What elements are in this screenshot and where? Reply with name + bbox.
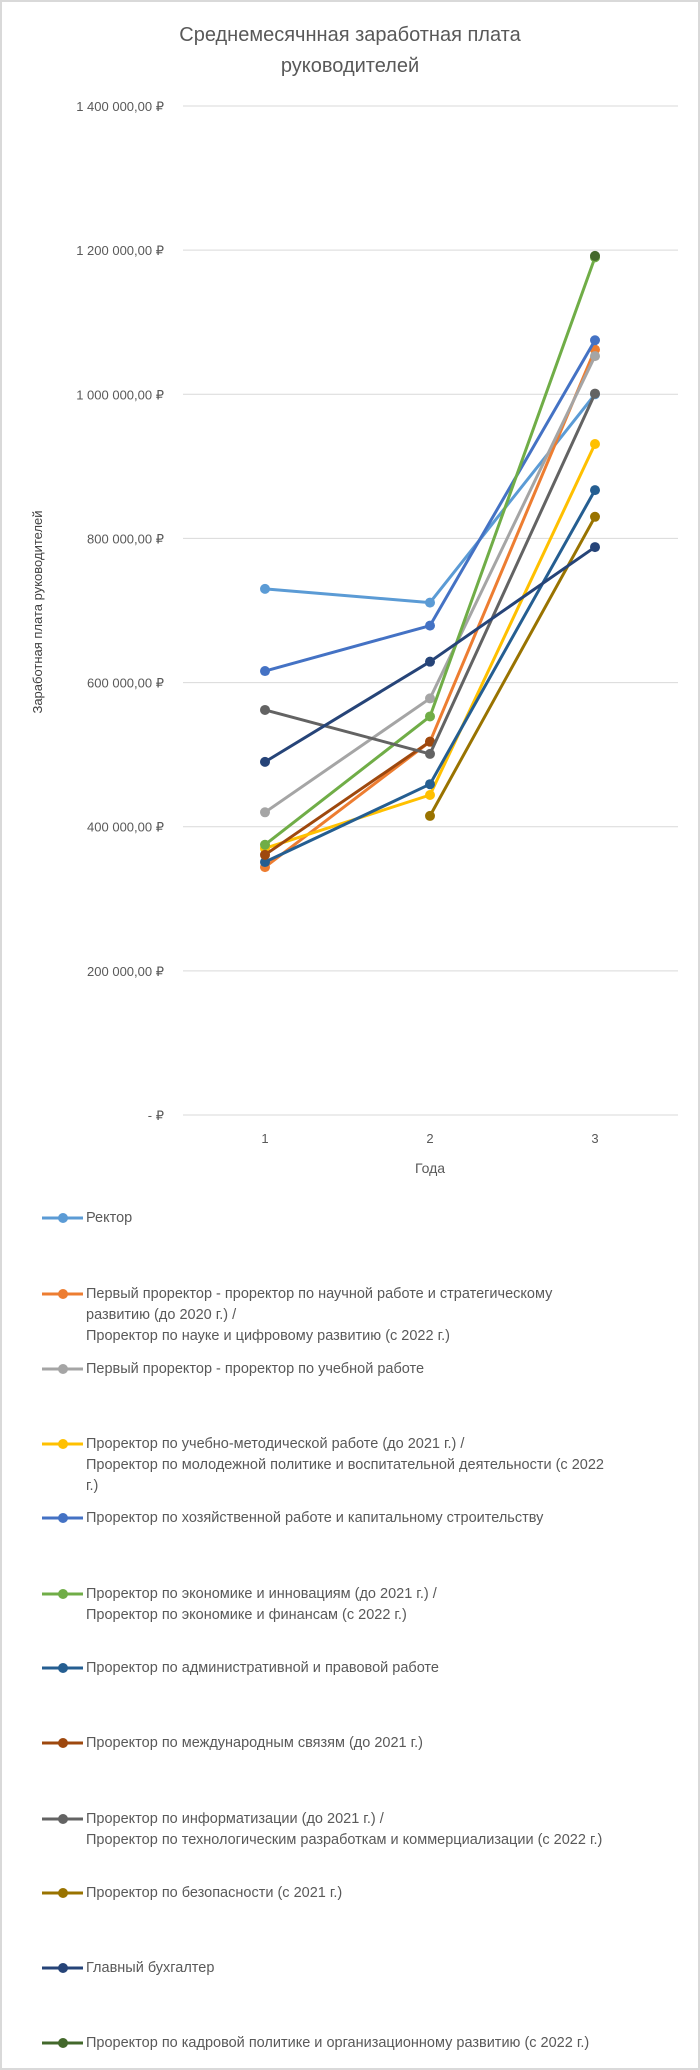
data-point bbox=[590, 511, 600, 522]
series-line-segment bbox=[263, 740, 432, 869]
data-point bbox=[590, 335, 600, 346]
series-8 bbox=[260, 736, 435, 860]
y-axis-ticks: - ₽ 200 000,00 ₽ 400 000,00 ₽ 600 000,00 ₽ 8… bbox=[76, 99, 164, 1123]
legend-marker-icon bbox=[42, 2038, 83, 2048]
data-point bbox=[260, 704, 270, 715]
x-tick-label: 2 bbox=[426, 1131, 433, 1146]
data-point bbox=[590, 351, 600, 362]
legend-marker-icon bbox=[42, 1738, 83, 1748]
data-point bbox=[425, 790, 435, 801]
series-line-segment bbox=[263, 740, 432, 857]
data-point bbox=[260, 849, 270, 860]
x-tick-label: 3 bbox=[591, 1131, 598, 1146]
data-point bbox=[260, 756, 270, 767]
series-group bbox=[260, 250, 600, 873]
data-point bbox=[425, 736, 435, 747]
data-point bbox=[425, 693, 435, 704]
legend-label: Проректор по кадровой политике и организ… bbox=[86, 2035, 590, 2051]
series-line-segment bbox=[263, 714, 432, 847]
legend-marker-icon bbox=[42, 1663, 83, 1673]
series-4 bbox=[260, 439, 600, 854]
legend-label: Ректор bbox=[86, 1210, 133, 1226]
series-line-segment bbox=[428, 255, 597, 718]
y-tick-label: 1 200 000,00 ₽ bbox=[76, 243, 164, 258]
legend-label: Проректор по административной и правовой… bbox=[86, 1660, 439, 1676]
legend-marker-icon bbox=[42, 1513, 83, 1523]
y-tick-label: - ₽ bbox=[148, 1108, 164, 1123]
series-line-segment bbox=[263, 660, 432, 764]
series-7 bbox=[260, 485, 600, 868]
series-line-segment bbox=[428, 392, 597, 605]
legend-label: Проректор по хозяйственной работе и капи… bbox=[86, 1510, 544, 1526]
legend-label: Проректор по экономике и инновациям (до … bbox=[86, 1586, 437, 1623]
series-11 bbox=[260, 542, 600, 767]
data-point bbox=[590, 542, 600, 553]
chart-title-line-2: руководителей bbox=[281, 55, 419, 77]
legend-label: Проректор по безопасности (с 2021 г.) bbox=[86, 1885, 343, 1901]
legend-label: Первый проректор - проректор по учебной … bbox=[86, 1361, 425, 1377]
data-point bbox=[425, 711, 435, 722]
y-tick-label: 600 000,00 ₽ bbox=[87, 676, 164, 691]
legend-label: Главный бухгалтер bbox=[86, 1960, 215, 1976]
x-axis-ticks: 1 2 3 bbox=[261, 1131, 598, 1146]
series-line-segment bbox=[263, 782, 432, 864]
legend-marker-icon bbox=[42, 1888, 83, 1898]
legend-marker-icon bbox=[42, 1963, 83, 1973]
data-point bbox=[590, 485, 600, 496]
legend-marker-icon bbox=[42, 1289, 83, 1299]
data-point bbox=[260, 857, 270, 868]
series-line-segment bbox=[263, 587, 432, 605]
legend-marker-icon bbox=[42, 1213, 83, 1223]
legend-marker-icon bbox=[42, 1589, 83, 1599]
data-point bbox=[425, 656, 435, 667]
series-1 bbox=[260, 389, 600, 608]
data-point bbox=[260, 583, 270, 594]
series-line-segment bbox=[428, 392, 597, 756]
legend-label: Первый проректор - проректор по научной … bbox=[86, 1286, 553, 1344]
y-tick-label: 1 000 000,00 ₽ bbox=[76, 387, 164, 402]
legend-marker-icon bbox=[42, 1439, 83, 1449]
data-point bbox=[260, 807, 270, 818]
x-axis-title: Года bbox=[415, 1160, 445, 1176]
y-axis-title: Заработная плата руководителей bbox=[30, 510, 45, 713]
series-line-segment bbox=[263, 708, 432, 756]
legend-marker-icon bbox=[42, 1814, 83, 1824]
y-tick-label: 200 000,00 ₽ bbox=[87, 964, 164, 979]
data-point bbox=[425, 597, 435, 608]
series-6 bbox=[260, 252, 600, 850]
series-10 bbox=[425, 511, 600, 821]
legend-label: Проректор по международным связям (до 20… bbox=[86, 1735, 423, 1751]
data-point bbox=[425, 748, 435, 759]
data-point bbox=[590, 388, 600, 399]
y-tick-label: 400 000,00 ₽ bbox=[87, 820, 164, 835]
y-tick-label: 1 400 000,00 ₽ bbox=[76, 99, 164, 114]
data-point bbox=[425, 810, 435, 821]
legend-marker-icon bbox=[42, 1364, 83, 1374]
data-point bbox=[425, 620, 435, 631]
series-9 bbox=[260, 388, 600, 759]
data-point bbox=[425, 779, 435, 790]
legend-label: Проректор по информатизации (до 2021 г.)… bbox=[86, 1811, 603, 1848]
series-line-segment bbox=[263, 696, 432, 814]
data-point bbox=[590, 439, 600, 450]
x-tick-label: 1 bbox=[261, 1131, 268, 1146]
data-point bbox=[260, 839, 270, 850]
series-line-segment bbox=[428, 515, 597, 818]
y-tick-label: 800 000,00 ₽ bbox=[87, 531, 164, 546]
chart-title-line-1: Среднемесячнная заработная плата bbox=[179, 24, 521, 46]
legend-label: Проректор по учебно-методической работе … bbox=[86, 1436, 604, 1494]
series-line-segment bbox=[428, 545, 597, 664]
data-point bbox=[260, 666, 270, 677]
series-12 bbox=[590, 250, 600, 261]
series-line-segment bbox=[428, 488, 597, 786]
gridlines bbox=[183, 105, 678, 1116]
series-line-segment bbox=[263, 624, 432, 673]
data-point bbox=[590, 250, 600, 261]
